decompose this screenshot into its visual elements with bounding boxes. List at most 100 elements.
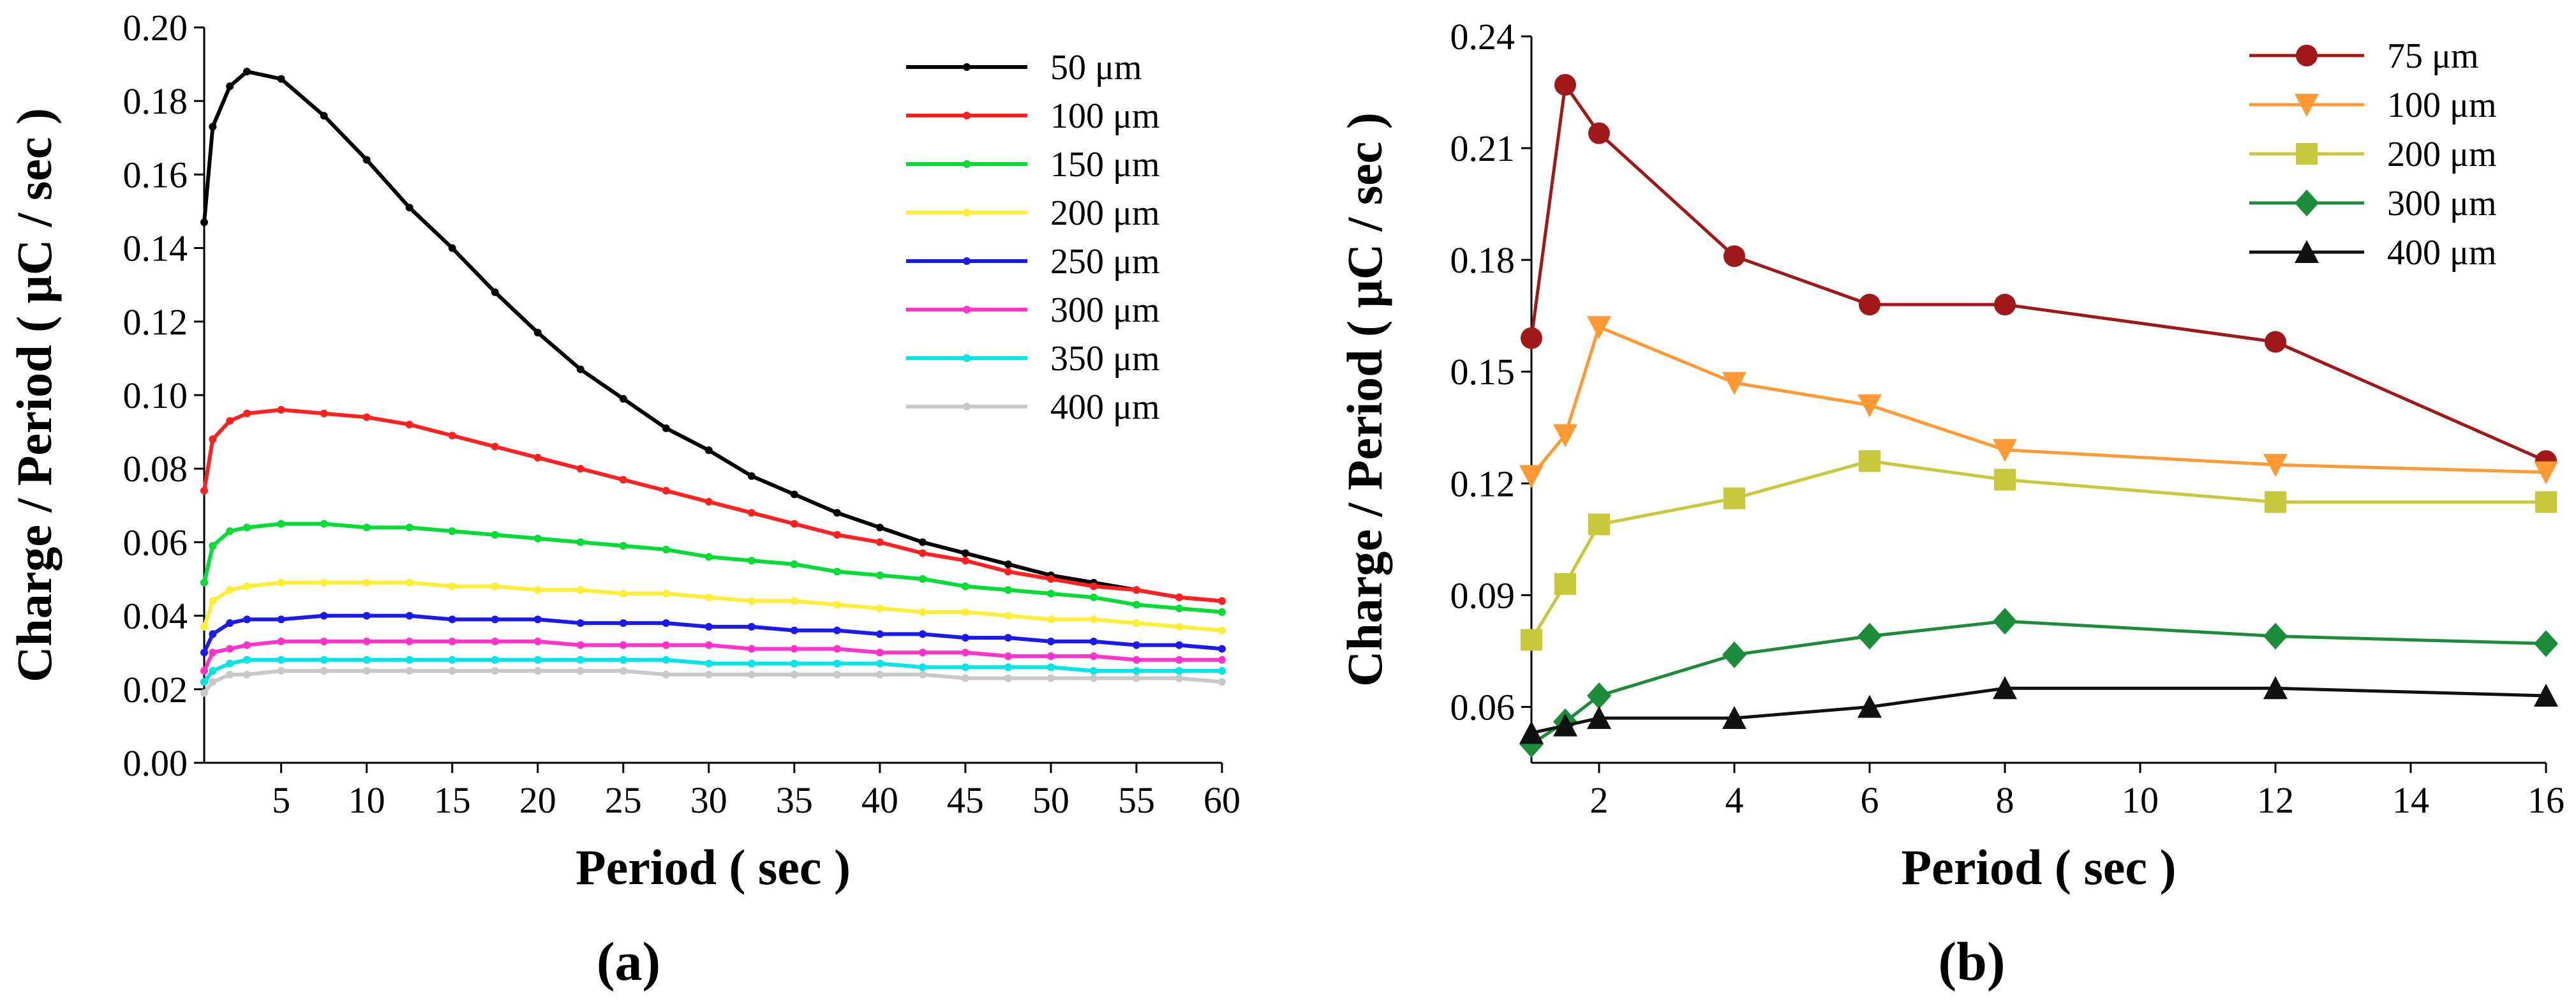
data-point	[619, 667, 627, 675]
data-point	[833, 509, 841, 517]
series-50-m	[200, 68, 1226, 605]
x-tick-label: 15	[434, 779, 471, 821]
y-tick-label: 0.24	[1450, 16, 1515, 57]
data-point	[533, 329, 542, 337]
data-point	[961, 557, 969, 565]
data-point	[200, 218, 208, 227]
data-point	[320, 520, 328, 528]
data-point	[619, 542, 627, 550]
y-tick-label: 0.21	[1450, 128, 1515, 169]
x-tick-label: 2	[1590, 779, 1609, 821]
data-point	[209, 542, 217, 550]
data-point	[1004, 560, 1012, 568]
data-point	[200, 578, 208, 587]
series-75-m	[1521, 73, 2557, 472]
data-point	[243, 582, 251, 590]
data-point	[1132, 674, 1140, 682]
data-point	[704, 641, 713, 649]
legend-marker	[2295, 94, 2319, 117]
data-point	[243, 641, 251, 649]
x-tick-label: 55	[1118, 779, 1155, 821]
data-point	[2265, 491, 2286, 513]
data-point	[704, 553, 713, 561]
data-point	[1132, 586, 1140, 594]
data-point	[790, 560, 798, 568]
x-tick-label: 25	[605, 779, 642, 821]
x-tick-label: 6	[1861, 779, 1879, 821]
data-point	[1046, 663, 1055, 672]
data-point	[875, 659, 884, 668]
data-point	[576, 538, 584, 546]
data-point	[619, 656, 627, 664]
x-tick-label: 8	[1996, 779, 2014, 821]
data-point	[1859, 450, 1880, 472]
data-point	[833, 626, 841, 634]
data-point	[533, 637, 542, 645]
data-point	[1588, 122, 1610, 144]
data-point	[533, 667, 542, 675]
data-point	[1722, 372, 1746, 395]
legend-marker	[963, 160, 971, 168]
data-point	[209, 667, 217, 675]
data-point	[448, 527, 456, 536]
series-100-m	[200, 406, 1226, 605]
data-point	[662, 590, 670, 598]
data-point	[1046, 674, 1055, 682]
data-point	[362, 667, 371, 675]
data-point	[226, 586, 234, 594]
data-point	[226, 527, 234, 536]
data-point	[1858, 622, 1882, 650]
data-point	[918, 575, 927, 583]
data-point	[662, 424, 670, 432]
data-point	[1046, 590, 1055, 598]
data-point	[875, 523, 884, 532]
data-point	[1132, 641, 1140, 649]
data-point	[405, 637, 413, 645]
series-line	[202, 669, 1223, 694]
data-point	[491, 667, 499, 675]
data-point	[1175, 593, 1183, 601]
data-point	[200, 622, 208, 631]
y-tick-label: 0.08	[123, 448, 188, 490]
data-point	[918, 630, 927, 638]
data-point	[576, 667, 584, 675]
data-point	[533, 615, 542, 624]
data-point	[1218, 656, 1226, 664]
legend-label: 400 μm	[1050, 387, 1160, 427]
y-tick-label: 0.06	[123, 522, 188, 563]
series-line	[1530, 324, 2547, 477]
y-tick-label: 0.18	[1450, 239, 1515, 281]
data-point	[704, 659, 713, 668]
data-point	[405, 523, 413, 532]
data-point	[875, 571, 884, 580]
data-point	[1724, 487, 1745, 509]
x-tick-label: 14	[2392, 779, 2429, 821]
data-point	[1089, 674, 1098, 682]
data-point	[662, 619, 670, 627]
data-point	[1175, 667, 1183, 675]
data-point	[226, 417, 234, 425]
data-point	[1587, 705, 1611, 729]
data-point	[790, 597, 798, 605]
data-point	[1722, 705, 1746, 729]
data-point	[918, 663, 927, 672]
data-point	[662, 670, 670, 679]
legend-label: 400 μm	[2387, 233, 2497, 273]
data-point	[200, 649, 208, 657]
series-100-m	[1519, 316, 2558, 488]
data-point	[576, 465, 584, 473]
data-point	[1175, 674, 1183, 682]
data-point	[277, 667, 285, 675]
x-tick-label: 60	[1203, 779, 1240, 821]
data-point	[1175, 622, 1183, 631]
data-point	[576, 586, 584, 594]
data-point	[1089, 615, 1098, 624]
data-point	[1089, 582, 1098, 590]
data-point	[1132, 601, 1140, 609]
data-point	[1521, 629, 1542, 651]
data-point	[448, 637, 456, 645]
data-point	[1218, 608, 1226, 616]
data-point	[1046, 637, 1055, 645]
series-400-m	[1519, 676, 2558, 744]
data-point	[448, 582, 456, 590]
